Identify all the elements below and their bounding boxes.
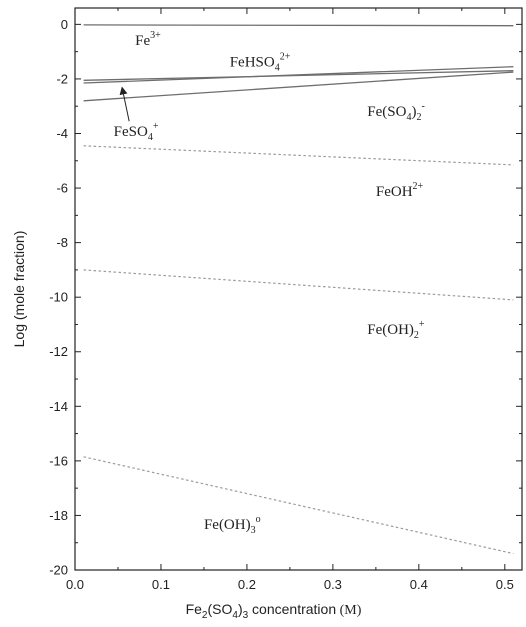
y-tick-label: -14 xyxy=(49,399,68,414)
x-axis-title: Fe2(SO4)3 concentration (M) xyxy=(186,601,362,621)
y-tick-label: -20 xyxy=(49,563,68,578)
series-line-feoh xyxy=(83,145,514,166)
species-label-feoh2: Fe(OH)2+ xyxy=(367,319,425,341)
series-line-feoh3 xyxy=(83,456,514,555)
y-tick-label: -10 xyxy=(49,290,68,305)
x-tick-label: 0.3 xyxy=(324,577,342,592)
y-tick-label: -4 xyxy=(56,126,68,141)
y-tick-label: -12 xyxy=(49,344,68,359)
y-tick-label: -16 xyxy=(49,453,68,468)
x-tick-label: 0.5 xyxy=(496,577,514,592)
species-label-fehso4: FeHSO42+ xyxy=(230,52,291,74)
series-line-feso42 xyxy=(83,71,514,102)
y-tick-label: -6 xyxy=(56,181,68,196)
plot-frame xyxy=(74,7,523,571)
y-tick-label: -18 xyxy=(49,508,68,523)
pointer-arrow xyxy=(119,86,130,122)
x-tick-label: 0.1 xyxy=(152,577,170,592)
x-tick-label: 0.0 xyxy=(66,577,84,592)
y-tick-label: -8 xyxy=(56,235,68,250)
species-label-fe3: Fe3+ xyxy=(135,30,161,49)
species-labels: Fe3+ FeHSO42+ FeSO4+ Fe(SO4)2- FeOH2+ Fe(OH)2… xyxy=(114,30,425,536)
series-line-feoh2 xyxy=(83,269,514,301)
y-tick-label: -2 xyxy=(56,71,68,86)
series-line-fe3 xyxy=(83,24,514,27)
y-tick-label: 0 xyxy=(61,17,68,32)
species-label-feoh3: Fe(OH)3o xyxy=(204,514,261,536)
y-axis-title: Log (mole fraction) xyxy=(11,231,27,348)
x-tick-label: 0.4 xyxy=(410,577,428,592)
species-label-feoh: FeOH2+ xyxy=(376,181,424,200)
x-axis: 0.0 0.1 0.2 0.3 0.4 0.5 xyxy=(66,8,514,592)
series-line-feso4 xyxy=(83,70,514,81)
species-label-feso4: FeSO4+ xyxy=(114,121,159,143)
y-axis: 0 -2 -4 -6 -8 -10 -12 -14 -16 -18 -20 xyxy=(49,17,522,578)
series-layer xyxy=(83,24,514,555)
species-label-feso42: Fe(SO4)2- xyxy=(367,101,425,123)
x-tick-label: 0.2 xyxy=(238,577,256,592)
